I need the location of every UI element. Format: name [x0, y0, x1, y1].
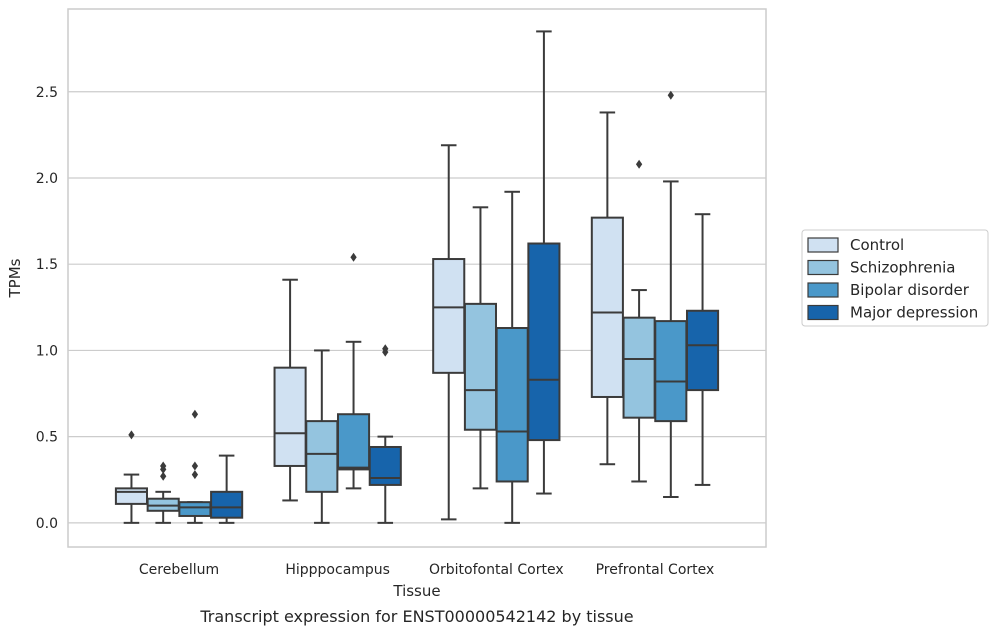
- box-group: [273, 278, 307, 502]
- iqr-box: [527, 242, 561, 442]
- legend-item: Schizophrenia: [807, 259, 955, 277]
- iqr-box: [685, 309, 720, 392]
- box-group: [590, 111, 624, 466]
- legend-item: Major depression: [807, 304, 978, 322]
- box-group: [178, 409, 212, 524]
- box-group: [527, 30, 561, 495]
- box-group: [685, 213, 720, 486]
- box-group: [654, 90, 688, 498]
- x-axis-title: Tissue: [392, 582, 440, 600]
- legend-label: Control: [850, 236, 904, 254]
- y-axis-title: TPMs: [6, 258, 24, 298]
- x-tick-label: Prefrontal Cortex: [596, 562, 715, 578]
- gridlines: [68, 91, 766, 524]
- legend-label: Bipolar disorder: [850, 281, 970, 299]
- y-tick-label: 2.0: [36, 171, 58, 187]
- iqr-box: [463, 302, 498, 431]
- legend: Control Schizophrenia Bipolar disorder Majo…: [801, 229, 989, 327]
- iqr-box: [336, 413, 371, 471]
- box-group: [622, 159, 656, 483]
- outlier-marker: [128, 430, 135, 440]
- box-group: [210, 454, 244, 524]
- x-tick-label: Cerebellum: [139, 562, 219, 578]
- outlier-marker: [191, 409, 199, 419]
- outlier-marker: [350, 252, 357, 262]
- y-tick-label: 0.0: [36, 516, 58, 532]
- plot-boxes: [114, 30, 720, 524]
- x-tick-label: Orbitofontal Cortex: [429, 562, 564, 578]
- outlier-marker: [382, 344, 389, 354]
- outlier-marker: [667, 90, 674, 100]
- legend-swatch: [807, 282, 839, 298]
- iqr-box: [273, 366, 307, 467]
- iqr-box: [114, 487, 149, 505]
- outlier-marker: [635, 159, 643, 169]
- iqr-box: [590, 216, 624, 398]
- iqr-box: [178, 501, 212, 517]
- outlier-marker: [191, 470, 199, 480]
- box-group: [463, 206, 498, 490]
- box-group: [368, 344, 402, 524]
- x-tick-labels: Cerebellum Hipppocampus Orbitofontal Corte…: [139, 562, 714, 578]
- chart-caption: Transcript expression for ENST0000054214…: [199, 607, 633, 626]
- iqr-box: [432, 258, 466, 374]
- iqr-box: [654, 320, 688, 423]
- legend-swatch: [807, 237, 839, 253]
- iqr-box: [495, 327, 529, 483]
- legend-swatch: [807, 259, 839, 276]
- outlier-marker: [191, 461, 199, 471]
- legend-frame: [801, 229, 989, 327]
- box-group: [432, 144, 466, 521]
- iqr-box: [622, 316, 656, 419]
- y-tick-label: 2.5: [36, 85, 58, 101]
- iqr-box: [368, 445, 402, 486]
- x-tick-label: Hipppocampus: [285, 562, 390, 578]
- iqr-box: [210, 490, 244, 519]
- plot-frame: [67, 8, 767, 548]
- legend-label: Major depression: [850, 304, 978, 322]
- box-group: [114, 430, 149, 524]
- y-tick-labels: 0.0 0.5 1.0 1.5 2.0 2.5: [36, 85, 58, 532]
- box-group: [495, 190, 529, 524]
- box-group: [146, 461, 180, 524]
- outlier-marker: [160, 471, 167, 481]
- legend-item: Control: [807, 236, 904, 254]
- y-tick-label: 0.5: [36, 430, 58, 446]
- legend-label: Schizophrenia: [850, 259, 955, 277]
- outlier-marker: [160, 461, 167, 471]
- y-tick-label: 1.5: [36, 257, 58, 273]
- legend-swatch: [807, 304, 839, 321]
- box-group: [336, 252, 371, 490]
- box-group: [305, 349, 339, 524]
- y-tick-label: 1.0: [36, 343, 58, 359]
- iqr-box: [305, 420, 339, 493]
- legend-item: Bipolar disorder: [807, 281, 970, 299]
